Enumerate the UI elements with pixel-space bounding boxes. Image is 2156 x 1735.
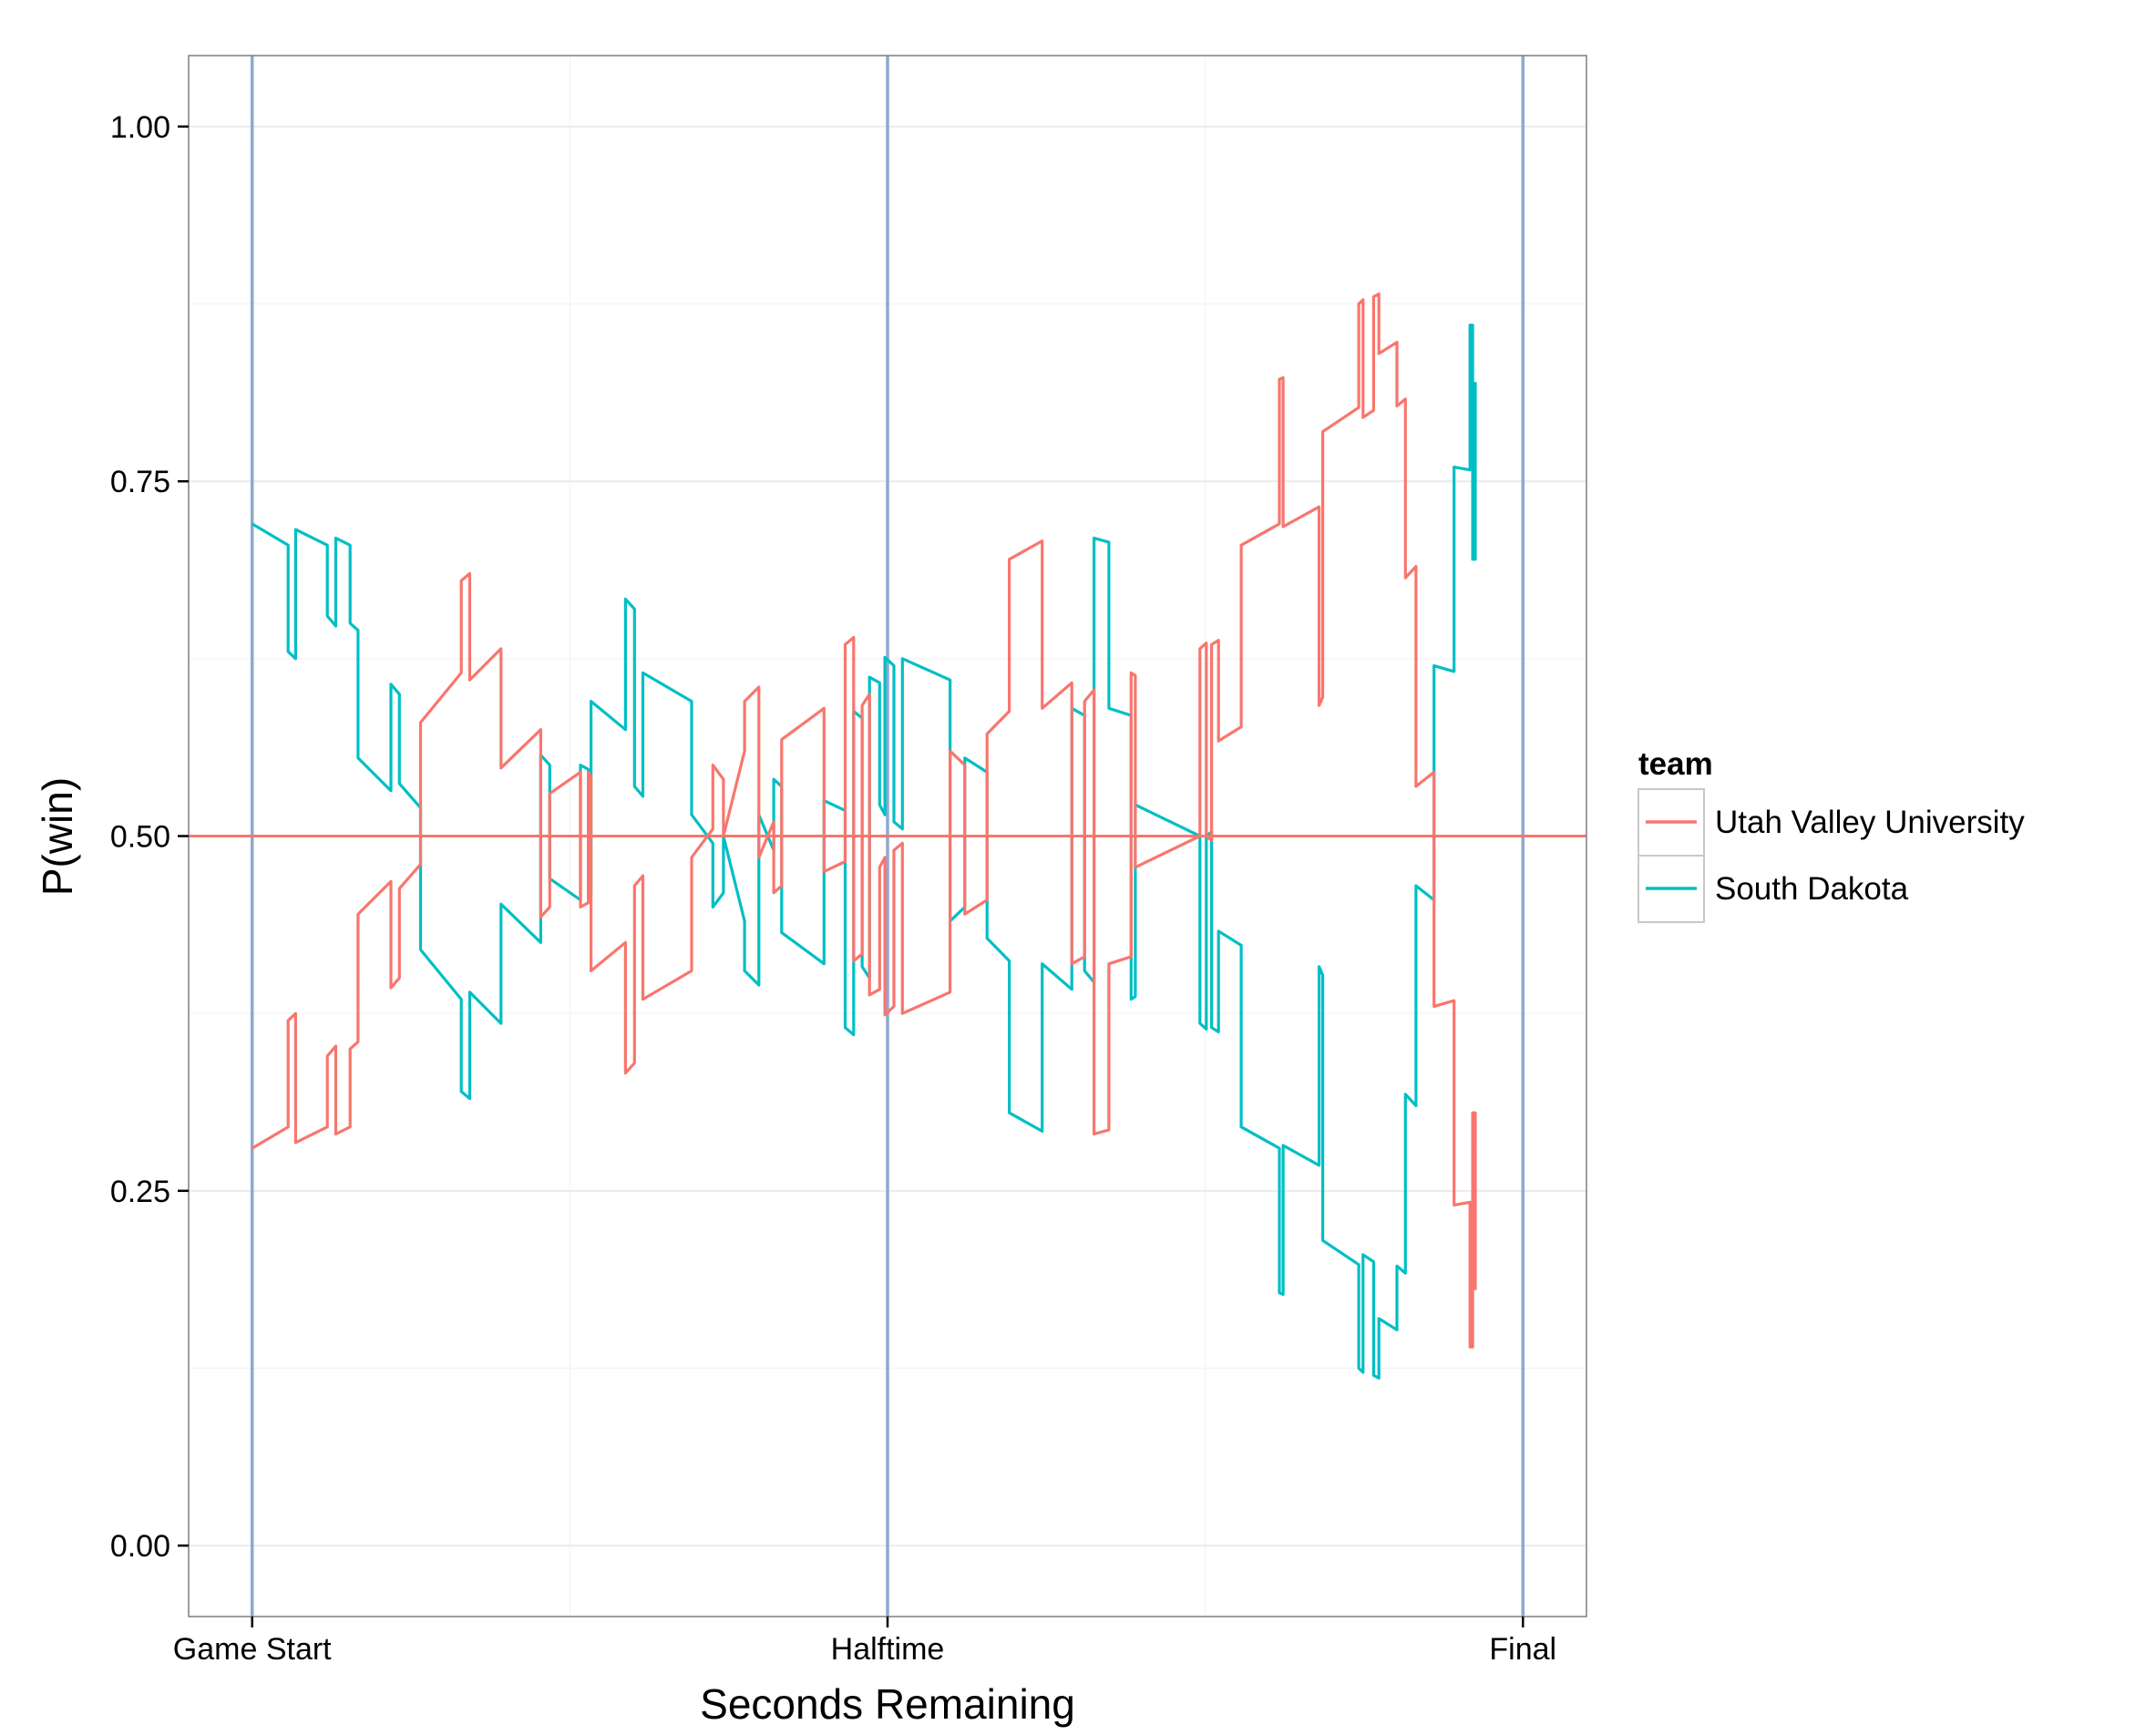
x-axis-title: Seconds Remaining <box>700 1680 1075 1728</box>
y-axis: 0.00 0.25 0.50 0.75 1.00 <box>110 110 189 1564</box>
y-tick-label: 0.50 <box>110 820 170 855</box>
y-tick-label: 0.75 <box>110 465 170 499</box>
y-tick-label: 1.00 <box>110 110 170 145</box>
series-layer <box>251 293 1477 1380</box>
legend-entry-label: Utah Valley University <box>1715 805 2025 840</box>
series-line-south-dakota <box>251 323 1477 1380</box>
x-axis: Game Start Halftime Final <box>173 1617 1556 1667</box>
x-tick-label: Game Start <box>173 1632 332 1667</box>
y-tick-label: 0.00 <box>110 1529 170 1564</box>
legend: team Utah Valley University South Dakota <box>1638 746 2025 923</box>
legend-title: team <box>1638 746 1713 782</box>
x-tick-label: Final <box>1489 1632 1556 1667</box>
y-axis-title: P(win) <box>34 777 81 896</box>
x-tick-label: Halftime <box>831 1632 945 1667</box>
series-line-utah-valley-university <box>251 293 1477 1349</box>
y-tick-label: 0.25 <box>110 1175 170 1209</box>
legend-entry-label: South Dakota <box>1715 871 1909 907</box>
